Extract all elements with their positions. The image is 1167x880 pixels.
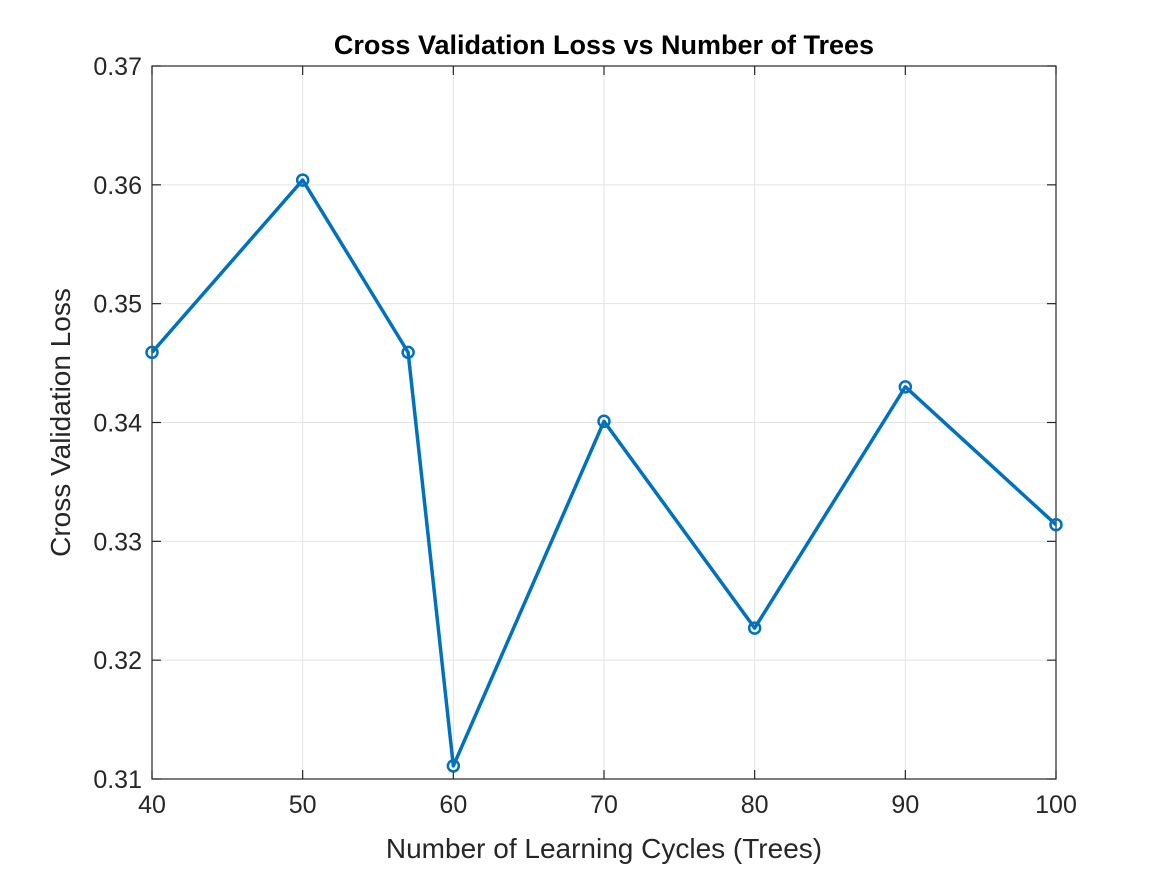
x-tick-label: 70 xyxy=(590,791,618,819)
x-tick-label: 80 xyxy=(741,791,769,819)
series-line xyxy=(150,178,1058,768)
data-point-marker xyxy=(747,621,762,635)
x-tick-label: 40 xyxy=(138,791,166,819)
series xyxy=(145,173,1063,773)
y-tick-label: 0.32 xyxy=(93,647,142,675)
data-point-marker xyxy=(446,759,461,773)
x-tick-label: 50 xyxy=(289,791,317,819)
data-point-marker xyxy=(597,414,611,429)
y-tick-label: 0.34 xyxy=(93,410,142,438)
y-tick-labels: 0.31 0.32 0.33 0.34 0.35 0.36 0.37 xyxy=(93,53,142,794)
data-point-marker xyxy=(295,173,310,187)
chart-title: Cross Validation Loss vs Number of Trees xyxy=(334,30,874,60)
y-tick-label: 0.35 xyxy=(93,291,142,319)
x-tick-label: 90 xyxy=(891,791,919,819)
ticks xyxy=(151,65,1057,780)
x-tick-label: 60 xyxy=(439,791,467,819)
x-axis-title: Number of Learning Cycles (Trees) xyxy=(386,833,822,864)
data-point-marker xyxy=(898,380,913,394)
y-tick-label: 0.37 xyxy=(93,53,142,81)
y-tick-label: 0.33 xyxy=(93,528,142,556)
x-tick-label: 100 xyxy=(1035,791,1077,819)
data-point-marker xyxy=(145,345,159,360)
data-point-marker xyxy=(401,345,415,360)
x-tick-labels: 40 50 60 70 80 90 100 xyxy=(138,791,1077,819)
y-axis-title: Cross Validation Loss xyxy=(45,288,76,557)
y-tick-label: 0.31 xyxy=(93,766,142,794)
y-tick-label: 0.36 xyxy=(93,172,142,200)
data-point-marker xyxy=(1049,517,1063,532)
